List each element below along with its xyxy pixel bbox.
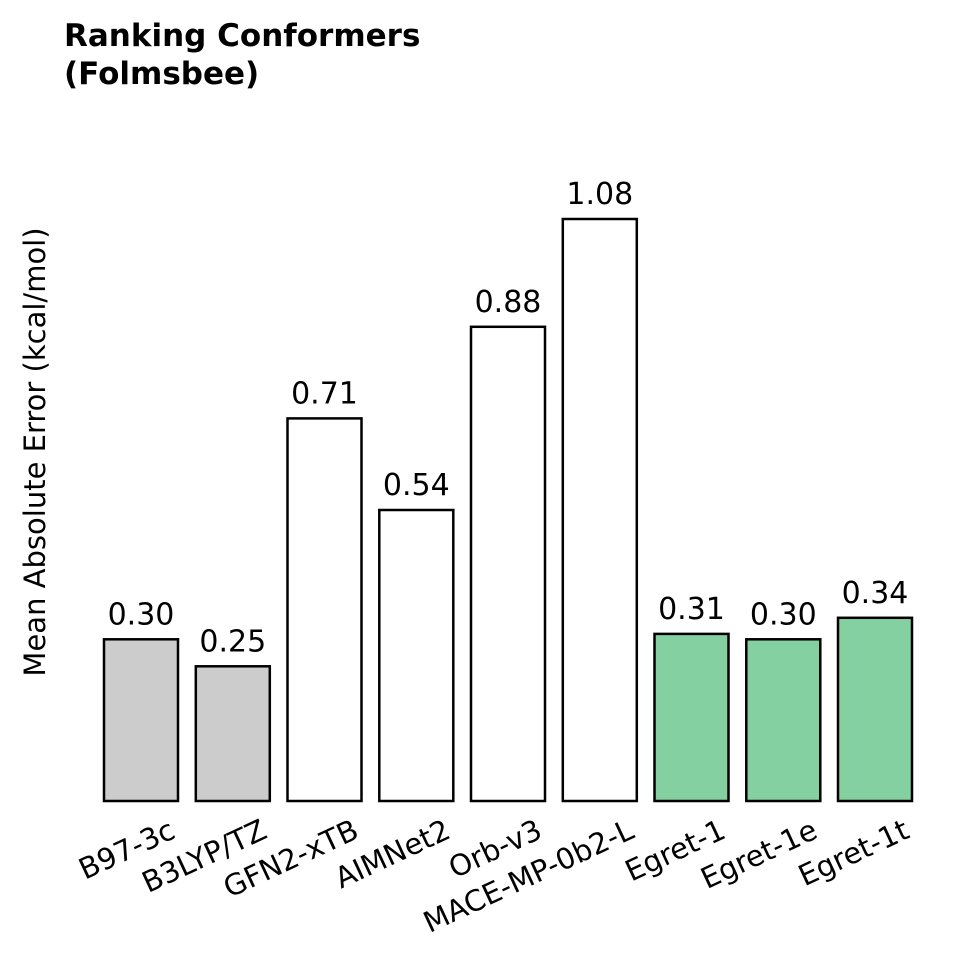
y-axis-label: Mean Absolute Error (kcal/mol) [18, 227, 52, 676]
bar-0 [102, 638, 180, 803]
value-label-6: 0.31 [658, 592, 725, 627]
value-label-7: 0.30 [750, 597, 817, 632]
chart-title-line-1: Ranking Conformers [64, 18, 420, 54]
bar-7 [745, 638, 822, 803]
bar-8 [836, 616, 914, 803]
bars [102, 217, 914, 803]
x-tick-labels: B97-3cB3LYP/TZGFN2-xTBAIMNet2Orb-v3MACE-… [73, 813, 914, 940]
bar-6 [653, 632, 730, 803]
bar-2 [286, 417, 363, 803]
bar-1 [194, 665, 272, 803]
bar-3 [378, 508, 455, 803]
bar-5 [561, 217, 639, 803]
value-label-8: 0.34 [842, 576, 909, 611]
value-label-5: 1.08 [566, 177, 633, 212]
value-labels: 0.30 0.25 0.71 0.54 0.88 1.08 0.31 0.30 0.34 [108, 177, 909, 659]
value-label-1: 0.25 [199, 624, 266, 659]
chart-title: Ranking Conformers (Folmsbee) [64, 18, 420, 92]
value-label-3: 0.54 [383, 468, 450, 503]
bar-4 [469, 325, 547, 803]
value-label-0: 0.30 [108, 597, 175, 632]
value-label-2: 0.71 [291, 376, 358, 411]
chart-title-line-2: (Folmsbee) [64, 56, 259, 92]
value-label-4: 0.88 [475, 285, 542, 320]
